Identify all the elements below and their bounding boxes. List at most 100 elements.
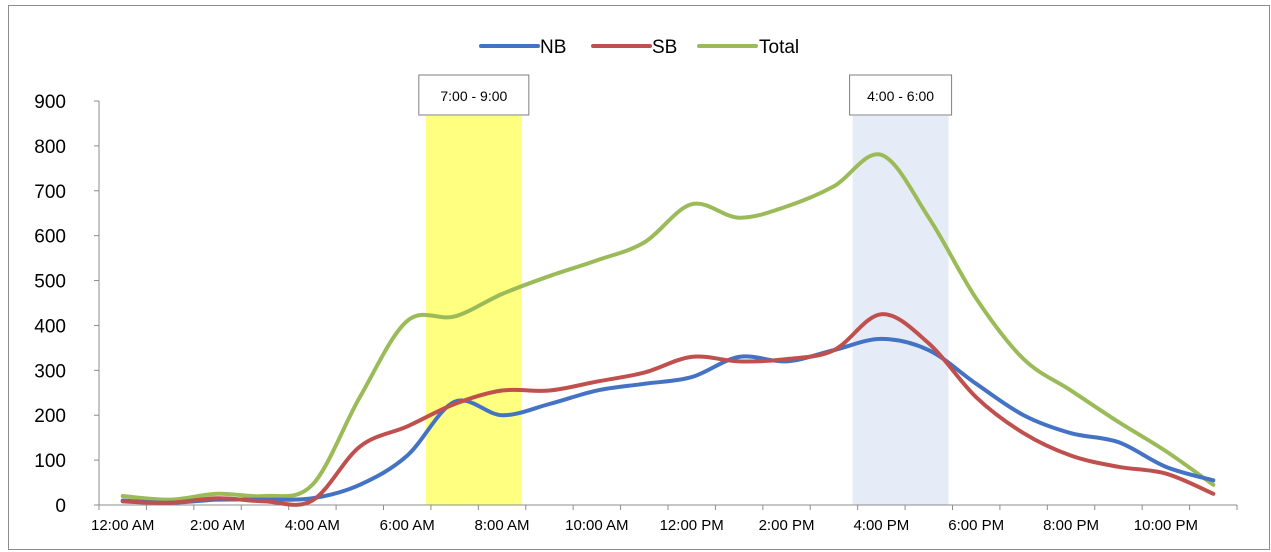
data-point-sb <box>1212 492 1215 495</box>
data-point-sb <box>311 499 314 502</box>
data-point-sb <box>1164 472 1167 475</box>
data-point-total <box>832 185 835 188</box>
legend-label-sb: SB <box>652 37 677 58</box>
data-point-nb <box>358 483 361 486</box>
highlight-band-2 <box>852 116 949 505</box>
data-point-sb <box>595 380 598 383</box>
data-point-nb <box>1212 479 1215 482</box>
y-tick-label: 700 <box>34 182 66 203</box>
data-point-nb <box>548 403 551 406</box>
data-point-total <box>169 498 172 501</box>
data-point-sb <box>832 349 835 352</box>
highlight-band-label-box-2 <box>849 74 953 116</box>
y-tick-label: 200 <box>34 406 66 427</box>
data-point-total <box>548 275 551 278</box>
x-tick-label: 4:00 AM <box>285 517 340 534</box>
data-point-nb <box>690 376 693 379</box>
y-tick-label: 500 <box>34 272 66 293</box>
series-line-total <box>120 152 1216 502</box>
y-tick-label: 400 <box>34 316 66 337</box>
x-tick-label: 4:00 PM <box>853 517 909 534</box>
legend-label-nb: NB <box>540 37 566 58</box>
data-point-nb <box>880 337 883 340</box>
data-point-sb <box>406 425 409 428</box>
y-tick-label: 600 <box>34 227 66 248</box>
data-point-sb <box>1070 454 1073 457</box>
data-point-sb <box>927 342 930 345</box>
series-line-nb <box>120 336 1216 505</box>
data-point-nb <box>501 414 504 417</box>
data-point-sb <box>548 389 551 392</box>
data-point-total <box>453 315 456 318</box>
data-point-sb <box>216 497 219 500</box>
data-point-sb <box>169 501 172 504</box>
data-point-total <box>643 241 646 244</box>
series-line-sb <box>120 312 1216 507</box>
data-point-total <box>785 205 788 208</box>
x-tick-label: 12:00 AM <box>91 517 154 534</box>
data-point-nb <box>1070 432 1073 435</box>
x-tick-label: 12:00 PM <box>660 517 724 534</box>
data-point-total <box>406 319 409 322</box>
data-point-total <box>1117 420 1120 423</box>
data-point-sb <box>975 396 978 399</box>
data-point-total <box>880 153 883 156</box>
x-tick-label: 8:00 AM <box>475 517 530 534</box>
data-point-nb <box>595 389 598 392</box>
y-tick-label: 800 <box>34 137 66 158</box>
legend-label-total: Total <box>759 37 799 58</box>
data-point-sb <box>501 389 504 392</box>
data-point-total <box>1164 450 1167 453</box>
data-point-nb <box>643 382 646 385</box>
data-point-total <box>501 293 504 296</box>
data-point-total <box>263 495 266 498</box>
highlight-band-label-2: 4:00 - 6:00 <box>867 88 934 104</box>
data-point-total <box>1212 483 1215 486</box>
x-tick-label: 10:00 AM <box>565 517 628 534</box>
y-tick-label: 0 <box>55 496 66 517</box>
axes: 0 100 200 300 400 500 600 700 800 900 12:00 AM 2:00… <box>34 92 1238 534</box>
x-tick-label: 2:00 AM <box>190 517 245 534</box>
data-point-sb <box>1022 432 1025 435</box>
legend: NB SB Total <box>479 37 799 58</box>
y-tick-label: 300 <box>34 361 66 382</box>
data-point-nb <box>975 382 978 385</box>
x-tick-label: 2:00 PM <box>759 517 815 534</box>
data-point-total <box>121 495 124 498</box>
data-point-total <box>927 216 930 219</box>
data-point-sb <box>1117 465 1120 468</box>
data-point-sb <box>738 360 741 363</box>
x-tick-label: 8:00 PM <box>1043 517 1099 534</box>
data-point-total <box>1070 389 1073 392</box>
x-tick-label: 6:00 AM <box>380 517 435 534</box>
data-point-total <box>358 396 361 399</box>
data-point-total <box>690 203 693 206</box>
data-point-nb <box>1164 465 1167 468</box>
data-point-sb <box>785 358 788 361</box>
data-point-sb <box>263 500 266 503</box>
highlight-band-label-1: 7:00 - 9:00 <box>440 88 507 104</box>
data-point-total <box>216 492 219 495</box>
data-point-total <box>738 216 741 219</box>
data-point-sb <box>880 313 883 316</box>
data-point-sb <box>643 371 646 374</box>
data-point-nb <box>1117 441 1120 444</box>
x-tick-label: 10:00 PM <box>1134 517 1198 534</box>
data-point-nb <box>1022 414 1025 417</box>
data-point-nb <box>738 355 741 358</box>
chart-frame <box>8 5 1270 550</box>
data-point-total <box>311 483 314 486</box>
data-point-nb <box>406 454 409 457</box>
data-point-sb <box>358 445 361 448</box>
highlight-band-label-box-1 <box>418 74 530 116</box>
data-point-total <box>595 259 598 262</box>
x-tick-label: 6:00 PM <box>948 517 1004 534</box>
data-point-total <box>975 297 978 300</box>
data-point-sb <box>121 500 124 503</box>
data-point-sb <box>453 403 456 406</box>
y-tick-label: 900 <box>34 92 66 113</box>
data-point-sb <box>690 355 693 358</box>
series-lines <box>120 152 1216 507</box>
data-point-total <box>1022 358 1025 361</box>
